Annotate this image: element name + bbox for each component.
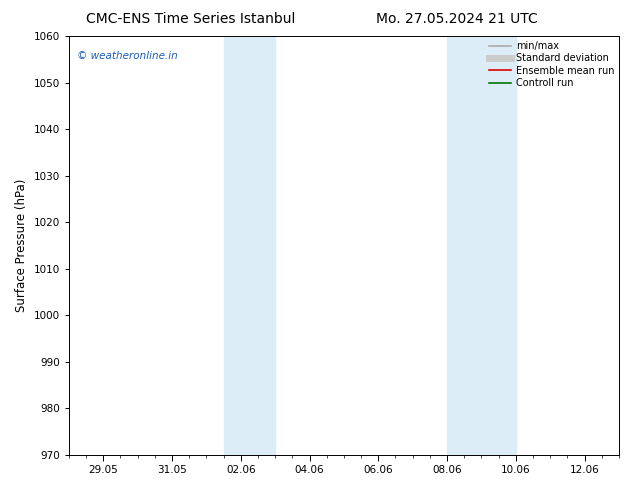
Text: CMC-ENS Time Series Istanbul: CMC-ENS Time Series Istanbul	[86, 12, 295, 26]
Legend: min/max, Standard deviation, Ensemble mean run, Controll run: min/max, Standard deviation, Ensemble me…	[488, 39, 616, 90]
Text: Mo. 27.05.2024 21 UTC: Mo. 27.05.2024 21 UTC	[375, 12, 538, 26]
Text: © weatheronline.in: © weatheronline.in	[77, 51, 178, 61]
Y-axis label: Surface Pressure (hPa): Surface Pressure (hPa)	[15, 179, 28, 312]
Bar	[447, 36, 516, 455]
Bar	[224, 36, 275, 455]
